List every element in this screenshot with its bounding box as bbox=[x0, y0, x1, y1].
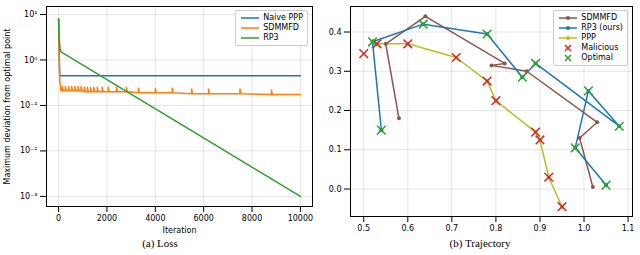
html-text:SDMMFD: SDMMFD bbox=[263, 23, 299, 32]
svg-text:0.2: 0.2 bbox=[329, 106, 342, 115]
svg-text:10¹: 10¹ bbox=[24, 10, 37, 19]
html-text:PPP: PPP bbox=[581, 33, 596, 42]
svg-text:0.6: 0.6 bbox=[401, 224, 414, 233]
html-text:Optimal: Optimal bbox=[581, 53, 613, 62]
svg-text:10000: 10000 bbox=[288, 214, 313, 223]
svg-text:10⁰: 10⁰ bbox=[24, 56, 37, 65]
html-text:Naive PPP: Naive PPP bbox=[263, 13, 303, 22]
svg-text:1.1: 1.1 bbox=[622, 224, 635, 233]
svg-text:4000: 4000 bbox=[145, 214, 165, 223]
svg-text:0: 0 bbox=[56, 214, 61, 223]
svg-text:8000: 8000 bbox=[242, 214, 262, 223]
svg-text:10⁻²: 10⁻² bbox=[20, 146, 38, 155]
svg-text:2000: 2000 bbox=[97, 214, 117, 223]
svg-text:0.5: 0.5 bbox=[357, 224, 370, 233]
svg-text:6000: 6000 bbox=[194, 214, 214, 223]
svg-text:0.8: 0.8 bbox=[490, 224, 503, 233]
html-text:SDMMFD: SDMMFD bbox=[581, 13, 618, 22]
svg-text:Maximum deviation from optimal: Maximum deviation from optimal point bbox=[3, 28, 12, 184]
html-text:Malicious: Malicious bbox=[581, 43, 619, 52]
svg-text:0.9: 0.9 bbox=[534, 224, 547, 233]
svg-text:10⁻¹: 10⁻¹ bbox=[20, 101, 38, 110]
svg-text:0.7: 0.7 bbox=[445, 224, 458, 233]
svg-text:10⁻³: 10⁻³ bbox=[20, 192, 38, 201]
svg-text:0.4: 0.4 bbox=[329, 28, 342, 37]
svg-text:0.1: 0.1 bbox=[329, 145, 342, 154]
html-text:(a) Loss: (a) Loss bbox=[142, 237, 178, 249]
svg-text:0.0: 0.0 bbox=[329, 185, 342, 194]
svg-text:0.3: 0.3 bbox=[329, 67, 342, 76]
html-text:(b) Trajectory: (b) Trajectory bbox=[449, 237, 511, 249]
svg-text:Iteration: Iteration bbox=[163, 226, 197, 235]
html-text:RP3: RP3 bbox=[263, 33, 279, 42]
svg-text:1.0: 1.0 bbox=[578, 224, 591, 233]
html-text:RP3 (ours): RP3 (ours) bbox=[581, 23, 623, 32]
